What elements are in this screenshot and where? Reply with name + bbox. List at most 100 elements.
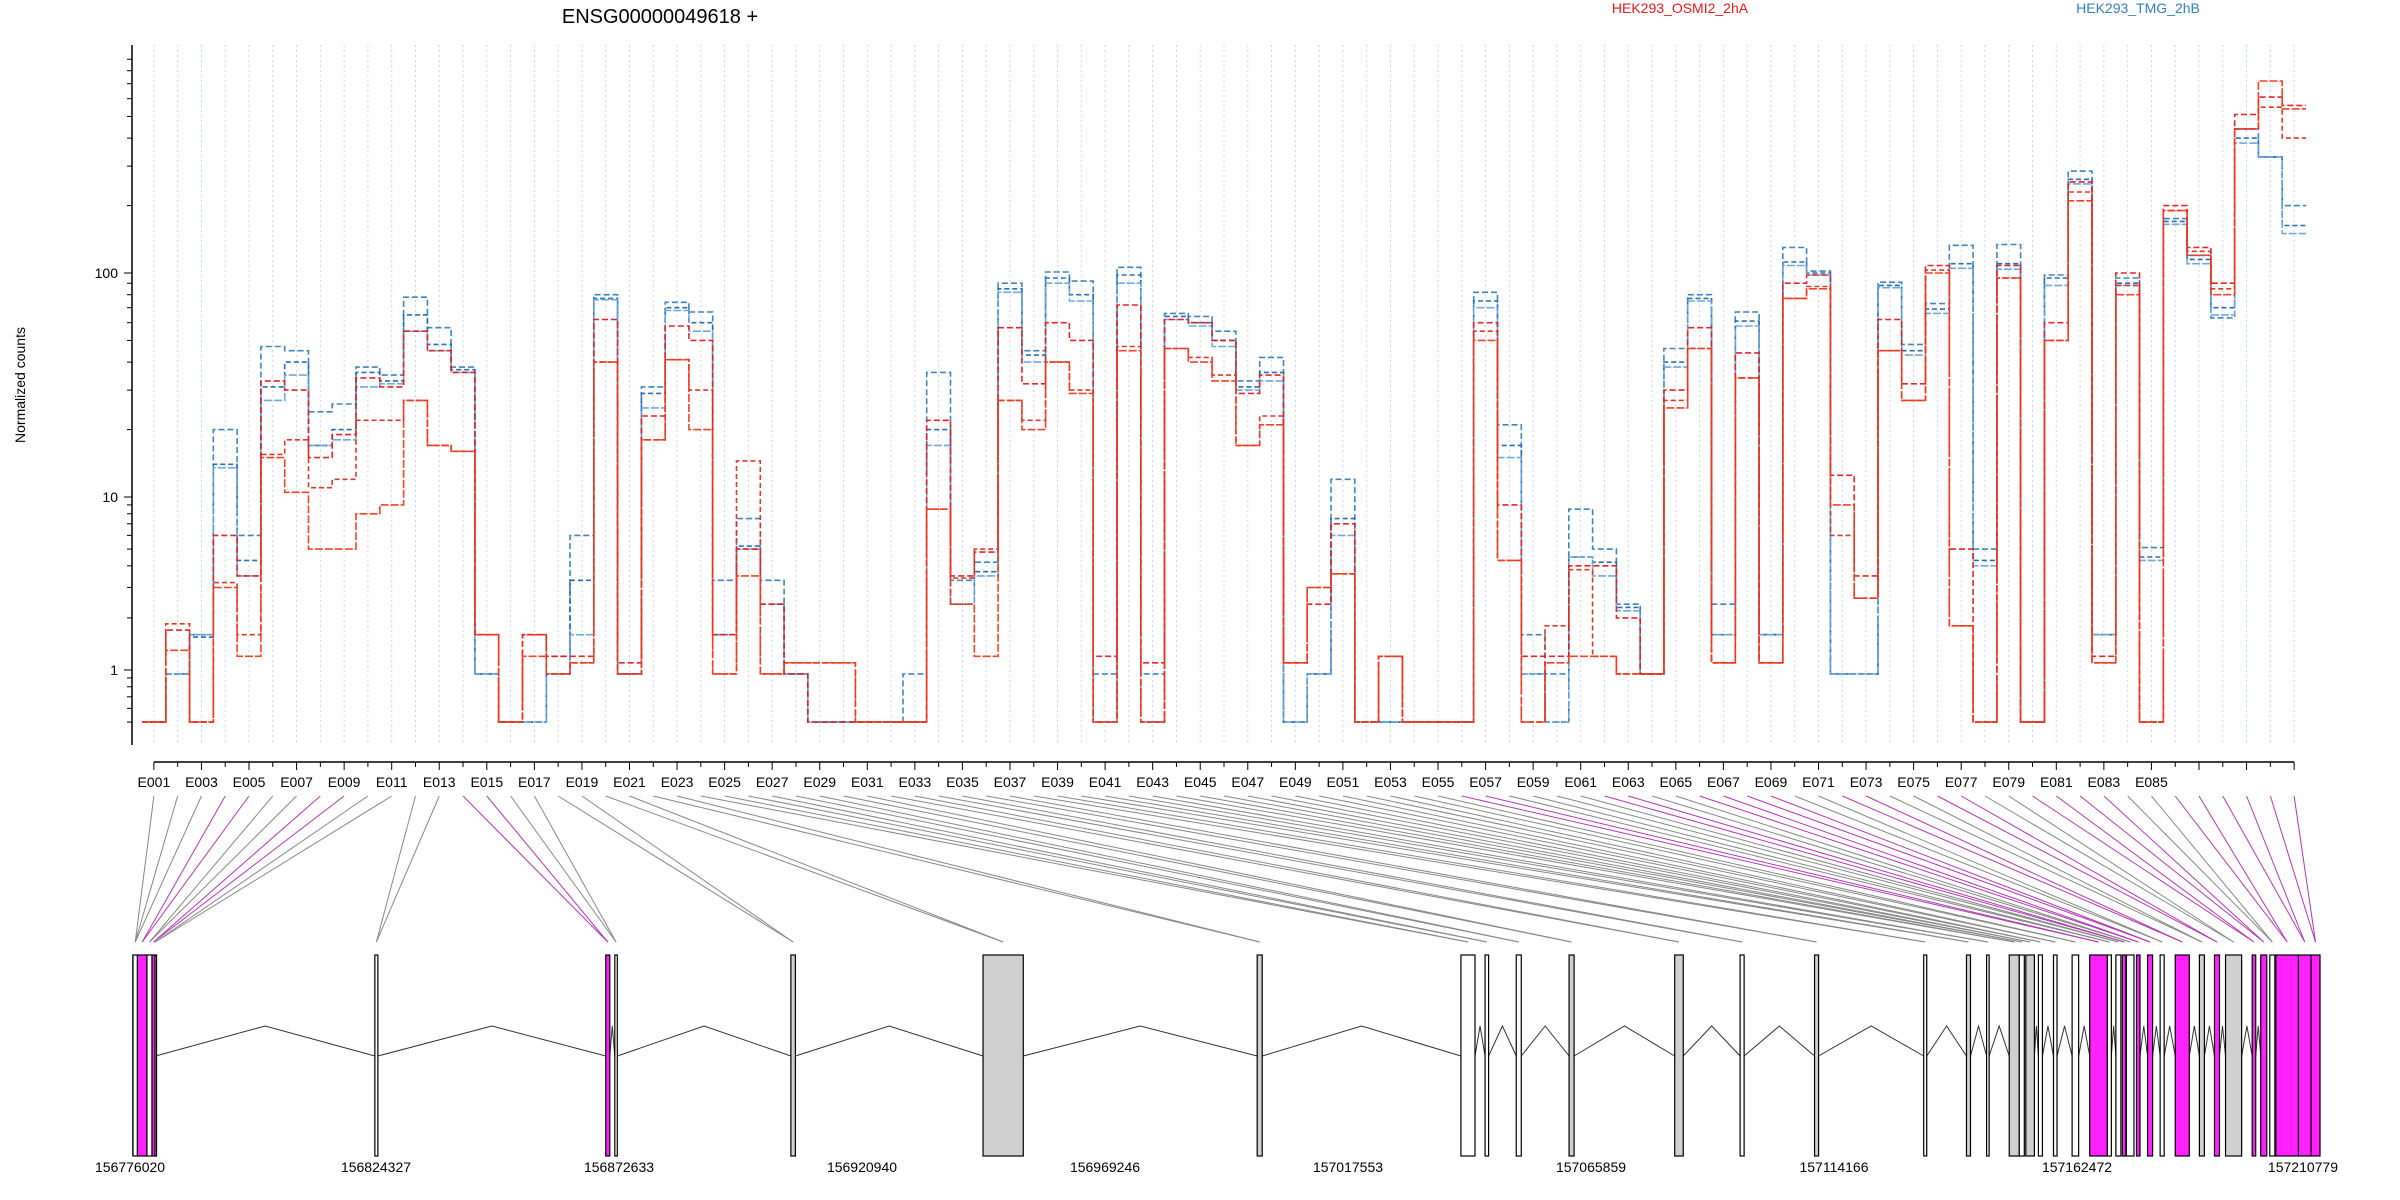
connector-line — [1390, 795, 2056, 943]
intron-line — [1970, 1024, 1988, 1057]
x-tick-label: E049 — [1279, 774, 1312, 790]
exon-block — [1923, 954, 1928, 1157]
genomic-tick-label: 157114166 — [1799, 1159, 1868, 1175]
connector-line — [486, 795, 609, 943]
exon-block — [2275, 954, 2300, 1157]
connector-line — [149, 795, 274, 943]
connector-line — [2246, 795, 2306, 943]
x-tick-label: E007 — [280, 774, 313, 790]
intron-line — [2078, 1025, 2091, 1057]
x-tick-label: E081 — [2040, 774, 2073, 790]
x-tick-label: E055 — [1422, 774, 1455, 790]
connector-line — [2198, 795, 2288, 943]
exon-block — [2159, 954, 2165, 1157]
x-tick-label: E001 — [138, 774, 171, 790]
intron-line — [2188, 1025, 2200, 1057]
intron-line — [1988, 1024, 2010, 1057]
exon-block — [1568, 954, 1575, 1157]
x-tick-label: E015 — [470, 774, 503, 790]
genomic-tick-label: 156872633 — [584, 1159, 654, 1175]
y-axis-label: Normalized counts — [12, 327, 28, 443]
intron-line — [2219, 1025, 2227, 1057]
x-tick-label: E079 — [1992, 774, 2025, 790]
intron-line — [2110, 1025, 2117, 1057]
genomic-tick-label: 156920940 — [827, 1159, 897, 1175]
connector-line — [1295, 795, 2031, 943]
connector-line — [1794, 795, 2163, 943]
connector-line — [557, 795, 794, 943]
connector-line — [676, 795, 1260, 943]
genomic-tick-label: 156776020 — [95, 1159, 165, 1175]
connector-line — [700, 795, 1469, 943]
chart-title: ENSG00000049618 + — [562, 6, 758, 28]
connector-line — [1033, 795, 1926, 943]
x-tick-label: E077 — [1945, 774, 1978, 790]
exon-block — [1674, 954, 1684, 1157]
connector-line — [1319, 795, 2041, 943]
connector-line — [1675, 795, 2131, 943]
x-tick-label: E009 — [328, 774, 361, 790]
exon-block — [2125, 954, 2135, 1157]
exon-block — [2146, 954, 2154, 1157]
connector-line — [375, 795, 440, 943]
connector-line — [1414, 795, 2076, 943]
x-tick-label: E075 — [1897, 774, 1930, 790]
connector-line — [1842, 795, 2183, 943]
exon-block — [1460, 954, 1476, 1157]
intron-line — [1520, 1025, 1570, 1057]
connector-line — [581, 795, 794, 943]
connector-line — [867, 795, 1572, 943]
genomic-tick-label: 157162472 — [2042, 1159, 2112, 1175]
x-tick-label: E039 — [1041, 774, 1074, 790]
legend-entry-tmg: HEK293_TMG_2hB — [2076, 0, 2200, 16]
connector-line — [141, 795, 226, 943]
series-lines — [142, 80, 2306, 723]
connector-line — [134, 795, 179, 943]
x-tick-label: E053 — [1374, 774, 1407, 790]
intron-line — [795, 1025, 984, 1057]
connector-line — [153, 795, 321, 943]
connector-line — [1509, 795, 2110, 943]
x-tick-label: E025 — [708, 774, 741, 790]
connector-line — [962, 795, 1743, 943]
x-tick-label: E059 — [1517, 774, 1550, 790]
connector-line — [1437, 795, 2076, 943]
exon-block — [1965, 954, 1972, 1157]
exon-block — [2198, 954, 2206, 1157]
connector-line — [1176, 795, 2015, 943]
x-tick-label: E073 — [1850, 774, 1883, 790]
gene-model-track — [132, 954, 2321, 1157]
connector-line — [153, 795, 345, 943]
intron-line — [1488, 1024, 1517, 1057]
connector-line — [986, 795, 1817, 943]
connector-line — [605, 795, 1004, 943]
connector-line — [1723, 795, 2139, 943]
genomic-tick-label: 156969246 — [1070, 1159, 1140, 1175]
intron-line — [2056, 1025, 2073, 1057]
x-tick-label: E057 — [1469, 774, 1502, 790]
exon-block — [1484, 954, 1490, 1157]
connector-line — [155, 795, 392, 943]
connector-line — [2269, 795, 2317, 943]
exon-block — [374, 954, 379, 1157]
connector-line — [1461, 795, 2099, 943]
connector-line — [1960, 795, 2218, 943]
x-tick-label: E031 — [851, 774, 884, 790]
intron-line — [617, 1025, 792, 1057]
series-line — [142, 80, 2306, 723]
exon-axis: E001 E003 E005 E007 E009 E011 E013 E015 E017 E019… — [138, 761, 2295, 790]
intron-line — [1262, 1025, 1462, 1057]
x-tick-label: E021 — [613, 774, 646, 790]
intron-line — [377, 1025, 606, 1057]
intron-line — [2203, 1025, 2215, 1057]
connector-line — [1057, 795, 1926, 943]
connector-line — [149, 795, 297, 943]
intron-line — [1818, 1025, 1924, 1057]
x-tick-label: E065 — [1659, 774, 1692, 790]
connector-line — [653, 795, 1260, 943]
connector-line — [772, 795, 1487, 943]
y-tick-label: 10 — [102, 489, 118, 505]
x-tick-label: E033 — [899, 774, 932, 790]
connector-line — [134, 795, 202, 943]
